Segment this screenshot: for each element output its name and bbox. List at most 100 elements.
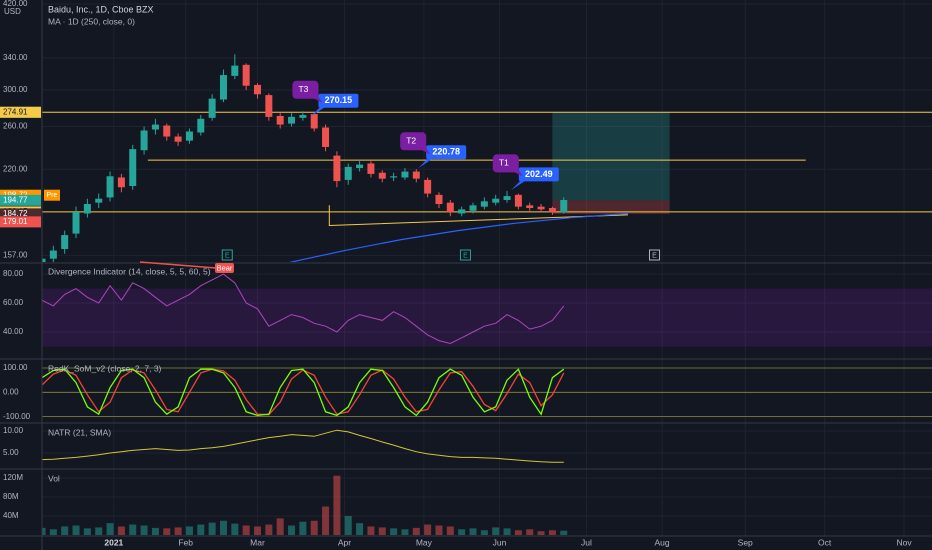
candle-body [514,194,522,207]
volume-bar [537,531,545,535]
price-badge-label: 274.91 [3,107,28,116]
stop-zone [552,200,670,214]
bear-label-bg [215,263,234,273]
pane-title: Vol [48,473,60,483]
annotation-bubble [492,154,523,177]
candle-body [378,172,386,179]
price-badge-label: 184.72 [3,209,28,218]
candle-body [197,118,205,133]
ma-legend: MA · 1D (250, close, 0) [48,16,135,26]
candle-body [333,155,341,182]
price-badge-tag [44,189,60,201]
candle-body [117,177,125,188]
line [42,273,565,345]
volume-bar [299,521,307,535]
line [289,212,629,262]
y-tick-label: -100.00 [3,412,31,421]
candle-body [208,98,216,118]
price-badge [0,216,41,228]
volume-bar [560,530,568,535]
candle-body [492,198,500,203]
candle-body [446,202,454,213]
volume-bar [185,526,193,535]
earnings-label: E [225,252,230,259]
line [42,429,564,463]
y-tick-label: 80.00 [3,269,24,278]
volume-bar [503,528,511,535]
candle-body [219,75,227,100]
x-tick-label: Sep [738,537,753,547]
volume-bar [197,524,205,535]
candle-body [185,131,193,141]
candle-body [140,130,148,151]
y-tick-label: 100.00 [3,363,28,372]
candle-body [163,125,171,137]
volume-bar [333,475,341,535]
y-tick-label: 340.00 [3,53,28,62]
y-tick-label: 157.00 [3,251,28,260]
y-tick-label: 5.00 [3,448,19,457]
candle-body [537,206,545,210]
candle-body [322,127,330,147]
pane-title: Divergence Indicator (14, close, 5, 5, 6… [48,266,211,276]
price-pane [42,54,932,262]
candle-body [174,136,182,142]
candle-body [435,194,443,204]
candle-body [526,205,534,209]
annotation-label: T3 [298,84,308,94]
candle-body [469,205,477,211]
volume-bar [276,518,284,535]
annotation-value: 202.49 [525,169,553,179]
annotation-bubble [400,132,431,155]
x-tick-label: Jul [581,537,592,547]
volume-bar [117,526,125,535]
x-tick-label: Oct [818,537,832,547]
volume-bar [390,528,398,535]
line [328,205,629,227]
price-badge-tag-label: Pre [47,192,58,199]
volume-bar [424,524,432,535]
candle-body [242,64,250,86]
volume-bar [378,527,386,535]
volume-bar [208,522,216,535]
candle-body [254,84,262,95]
volume-bar [367,526,375,535]
pane-title: NATR (21, SMA) [48,427,111,437]
candle-body [276,115,284,125]
volume-bar [401,529,409,535]
volume-bar [322,506,330,535]
x-tick-label: Mar [250,537,265,547]
candle-body [299,114,307,118]
volume-bar [548,530,556,535]
x-tick-label: Jun [493,537,507,547]
volume-bar [514,530,522,535]
volume-bar [106,523,114,535]
volume-bar [174,527,182,535]
candle-body [503,196,511,201]
price-badge-label: 179.01 [3,217,28,226]
candle-body [310,114,318,129]
x-tick-label: Feb [178,537,193,547]
volume-bar [83,528,91,535]
som-pane [42,367,932,418]
volume-bar [163,528,171,535]
annotation-tag [518,167,559,182]
x-tick-label: 2021 [104,537,123,547]
volume-bar [469,528,477,535]
candle-body [61,235,69,249]
volume-bar [61,526,69,535]
chart-title: Baidu, Inc., 1D, Cboe BZX [48,4,154,14]
volume-bar [140,525,148,535]
earnings-label: E [652,252,657,259]
volume-bar [242,525,250,535]
candle-body [424,179,432,194]
annotation-label: T1 [499,158,509,168]
candle-body [367,163,375,174]
price-badge-label: 194.77 [3,195,28,204]
volume-bar [42,527,46,535]
volume-bar [412,527,420,535]
volume-bar [344,516,352,535]
candle-body [288,116,296,124]
candle-body [480,201,488,207]
